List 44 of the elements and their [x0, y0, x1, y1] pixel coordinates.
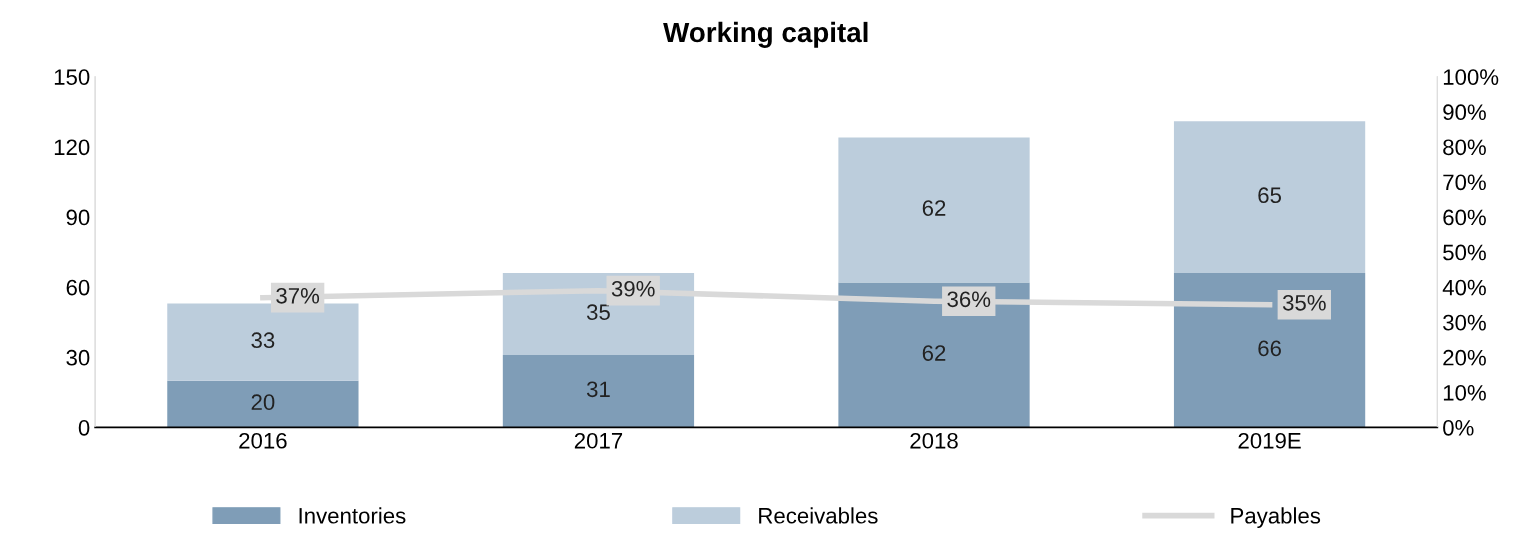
- y-tick-label: 150: [54, 69, 90, 85]
- bar: [1173, 121, 1366, 274]
- data-label: 65: [1258, 187, 1282, 204]
- data-label: 62: [922, 345, 946, 361]
- data-label: 66: [1258, 340, 1281, 357]
- bar: [167, 380, 359, 428]
- y-tick-label: 60: [66, 279, 90, 296]
- y-tick-label: 0: [78, 419, 90, 436]
- bar: [838, 137, 1030, 283]
- x-tick-label: 2017: [574, 432, 623, 449]
- bar: [838, 282, 1030, 428]
- data-label: 36%: [947, 291, 991, 308]
- data-label: 20: [251, 394, 275, 411]
- data-label: 33: [251, 332, 275, 349]
- y-tick-label: 30: [66, 349, 90, 366]
- bar: [167, 303, 359, 381]
- y2-tick-label: 30%: [1443, 314, 1486, 331]
- bar: [1173, 273, 1366, 428]
- data-label: 35: [586, 304, 610, 321]
- y2-tick-label: 80%: [1443, 139, 1486, 156]
- y2-tick-label: 60%: [1443, 209, 1486, 226]
- data-label: 39%: [611, 280, 655, 297]
- legend-label: Receivables: [759, 507, 878, 524]
- chart-title: Working capital: [663, 21, 868, 48]
- data-label: 31: [586, 381, 610, 398]
- data-label: 62: [922, 200, 946, 216]
- data-label: 35%: [1282, 294, 1326, 311]
- y2-tick-label: 70%: [1443, 174, 1486, 191]
- bar: [502, 354, 695, 428]
- y2-tick-label: 90%: [1443, 104, 1486, 121]
- y-tick-label: 120: [54, 139, 90, 156]
- y2-tick-label: 10%: [1443, 384, 1486, 401]
- y-tick-label: 90: [66, 209, 90, 226]
- x-tick-label: 2016: [239, 432, 287, 449]
- y2-tick-label: 0%: [1443, 419, 1474, 436]
- y2-tick-label: 20%: [1443, 349, 1486, 366]
- legend-label: Inventories: [299, 507, 406, 524]
- x-tick-label: 2019E: [1238, 432, 1301, 449]
- legend-label: Payables: [1231, 507, 1321, 528]
- y2-tick-label: 50%: [1443, 244, 1486, 261]
- y2-tick-label: 40%: [1442, 279, 1486, 296]
- x-tick-label: 2018: [910, 432, 958, 449]
- y2-tick-label: 100%: [1443, 69, 1499, 85]
- data-label: 37%: [276, 287, 320, 304]
